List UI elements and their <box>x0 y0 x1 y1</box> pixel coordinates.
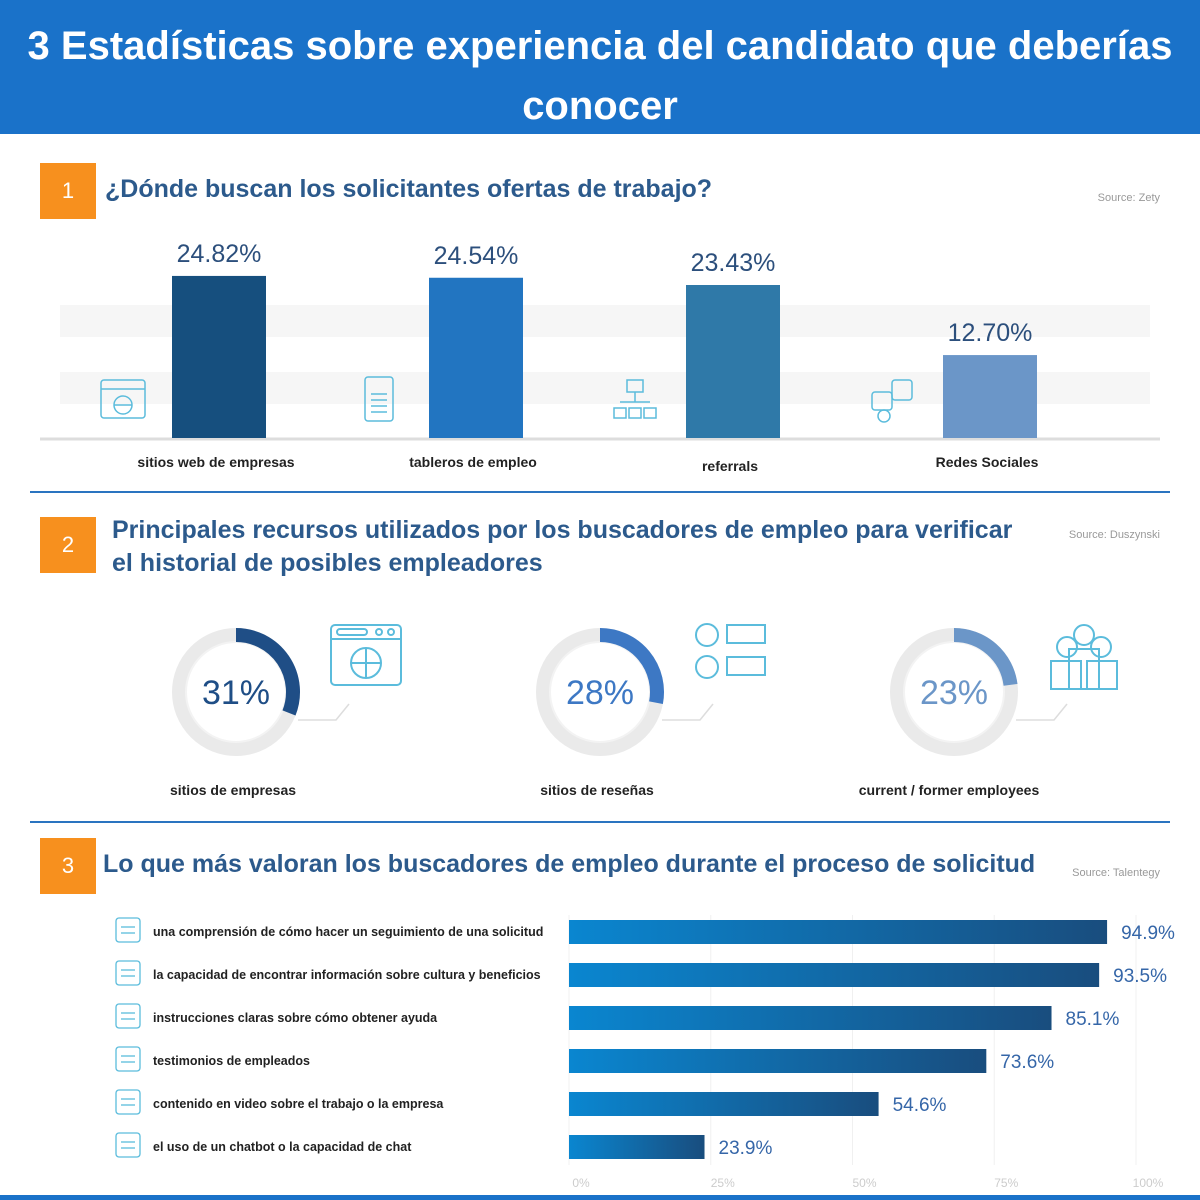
bar <box>686 285 780 438</box>
donut-label: sitios de reseñas <box>540 782 654 798</box>
bar <box>943 355 1037 438</box>
bar <box>569 963 1100 987</box>
donut-value: 23% <box>920 674 988 712</box>
data-label: 12.70% <box>948 319 1033 347</box>
connector-line <box>1016 703 1068 721</box>
category-label: tableros de empleo <box>409 454 537 470</box>
connector-line <box>298 703 350 721</box>
bar <box>569 1135 705 1159</box>
workflow-icon <box>115 917 141 943</box>
category-label: la capacidad de encontrar información so… <box>153 968 541 982</box>
globe-browser-icon <box>100 379 146 419</box>
data-label: 24.82% <box>177 240 262 268</box>
section-number-badge: 2 <box>40 517 96 573</box>
data-label: 23.9% <box>719 1138 773 1159</box>
source-label: Source: Talentegy <box>1072 867 1160 879</box>
video-icon <box>115 1089 141 1115</box>
testimonial-icon <box>115 1046 141 1072</box>
source-label: Source: Duszynski <box>1068 529 1160 541</box>
category-label: testimonios de empleados <box>153 1054 310 1068</box>
data-label: 73.6% <box>1000 1052 1054 1073</box>
data-label: 93.5% <box>1113 966 1167 987</box>
culture-icon <box>115 960 141 986</box>
donut-value: 31% <box>202 674 270 712</box>
connector-line <box>662 703 714 721</box>
footer-bar <box>0 1195 1200 1200</box>
x-tick-label: 50% <box>852 1176 876 1190</box>
data-label: 24.54% <box>434 242 519 270</box>
data-label: 85.1% <box>1066 1009 1120 1030</box>
category-label: una comprensión de cómo hacer un seguimi… <box>153 925 543 939</box>
bar <box>172 275 266 438</box>
social-media-icon <box>871 379 913 423</box>
chatbot-icon <box>115 1132 141 1158</box>
bar <box>569 1049 987 1073</box>
page-title: 3 Estadísticas sobre experiencia del can… <box>0 0 1200 134</box>
category-label: Redes Sociales <box>935 454 1039 470</box>
employees-icon <box>1050 624 1118 690</box>
data-label: 94.9% <box>1121 923 1175 944</box>
category-label: el uso de un chatbot o la capacidad de c… <box>153 1140 412 1154</box>
bar <box>569 1092 879 1116</box>
donut-label: current / former employees <box>858 782 1040 798</box>
divider <box>30 821 1170 823</box>
donut-arc <box>599 628 664 704</box>
x-tick-label: 25% <box>711 1176 735 1190</box>
section-number-badge: 1 <box>40 163 96 219</box>
bar <box>429 277 523 438</box>
data-label: 23.43% <box>691 249 776 277</box>
category-label: referrals <box>701 458 759 474</box>
x-tick-label: 100% <box>1133 1176 1164 1190</box>
bar <box>569 920 1108 944</box>
checklist-icon <box>695 623 766 679</box>
donut-arc <box>953 628 1018 687</box>
jobs-board-icon <box>364 376 394 422</box>
data-label: 54.6% <box>893 1095 947 1116</box>
section-number-badge: 3 <box>40 838 96 894</box>
x-tick-label: 75% <box>994 1176 1018 1190</box>
source-label: Source: Zety <box>1097 192 1160 204</box>
section-title: ¿Dónde buscan los solicitantes ofertas d… <box>105 175 713 203</box>
x-tick-label: 0% <box>572 1176 590 1190</box>
category-label: contenido en video sobre el trabajo o la… <box>153 1097 444 1111</box>
section-title: Principales recursos utilizados por los … <box>112 516 1013 577</box>
help-doc-icon <box>115 1003 141 1029</box>
category-label: sitios web de empresas <box>137 454 295 470</box>
donut-value: 28% <box>566 674 634 712</box>
bar <box>569 1006 1052 1030</box>
donut-label: sitios de empresas <box>169 782 297 798</box>
section-title: Lo que más valoran los buscadores de emp… <box>103 850 1036 878</box>
category-label: instrucciones claras sobre cómo obtener … <box>153 1011 438 1025</box>
globe-browser-icon <box>330 624 402 686</box>
donut-arc <box>235 628 300 716</box>
divider <box>30 491 1170 493</box>
org-chart-icon <box>613 379 657 419</box>
